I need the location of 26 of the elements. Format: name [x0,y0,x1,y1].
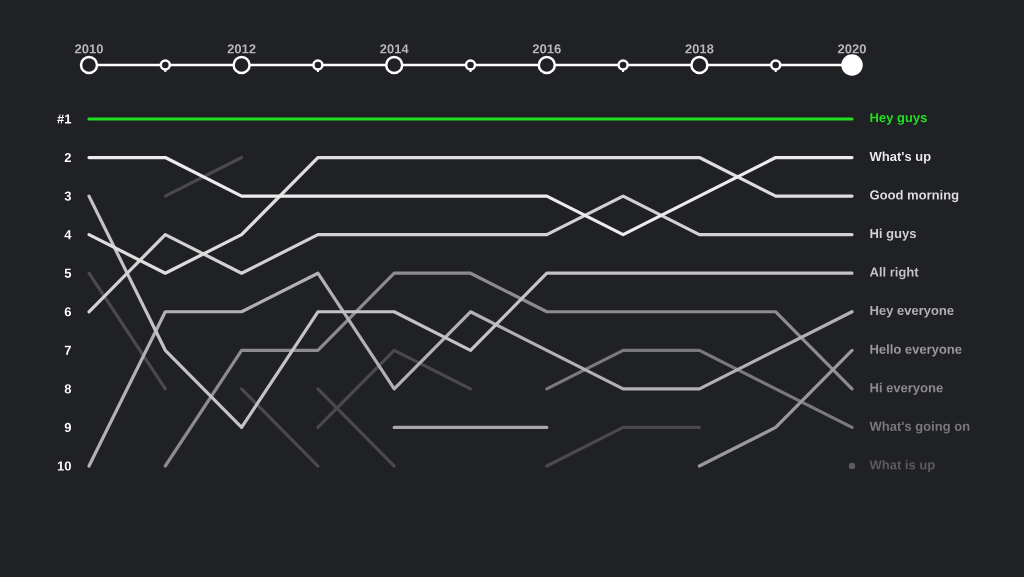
y-tick-label: 8 [64,384,72,394]
series-label: What's up [869,151,931,164]
x-tick-label: 2010 [74,44,103,54]
series-label: All right [869,267,919,280]
y-tick-label: 5 [64,268,72,278]
x-tick-label: 2012 [227,44,256,54]
series-label: Hey guys [870,113,927,125]
series-label: What is up [869,459,935,473]
series-label: Hi guys [870,228,916,241]
y-tick-label: 3 [64,191,72,201]
series-label: Hello everyone [870,344,962,357]
y-tick-label: 2 [64,153,71,163]
y-tick-label: 10 [57,461,71,471]
x-tick-label: 2016 [532,44,561,54]
series-label: What's going on [869,421,970,434]
x-tick-label: 2020 [838,44,866,54]
x-tick-label: 2014 [380,44,409,54]
y-tick-label: 4 [64,230,72,240]
series-label: Good morning [870,190,959,203]
series-label: Hey everyone [870,305,954,318]
x-tick-label: 2018 [685,44,714,54]
y-tick-label: 6 [64,307,72,317]
y-tick-label: 9 [64,422,71,433]
y-tick-label: #1 [57,114,72,124]
y-tick-label: 7 [64,345,71,355]
series-label: Hi everyone [870,382,943,395]
